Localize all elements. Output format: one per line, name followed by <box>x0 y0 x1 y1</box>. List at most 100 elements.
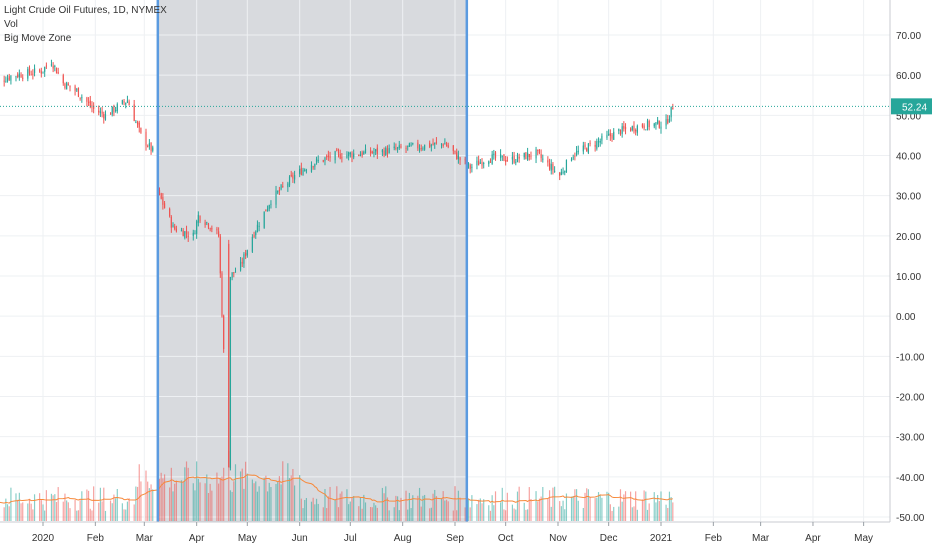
volume-bar[interactable] <box>349 501 351 521</box>
volume-bar[interactable] <box>89 508 91 521</box>
candle[interactable] <box>150 142 152 152</box>
candle[interactable] <box>494 152 497 158</box>
volume-bar[interactable] <box>597 492 600 521</box>
candle[interactable] <box>216 228 218 231</box>
candle[interactable] <box>17 74 19 77</box>
volume-bar[interactable] <box>530 498 532 521</box>
volume-bar[interactable] <box>618 506 620 521</box>
volume-bar[interactable] <box>185 461 188 521</box>
volume-bar[interactable] <box>103 487 105 521</box>
volume-bar[interactable] <box>265 475 267 521</box>
volume-bar[interactable] <box>564 509 566 521</box>
volume-bar[interactable] <box>288 478 291 521</box>
candle[interactable] <box>162 197 164 205</box>
candle[interactable] <box>385 147 387 156</box>
candle[interactable] <box>192 232 194 236</box>
volume-bar[interactable] <box>483 499 485 521</box>
candle[interactable] <box>135 121 137 123</box>
volume-bar[interactable] <box>20 503 22 521</box>
candle[interactable] <box>527 152 529 161</box>
volume-bar[interactable] <box>348 504 350 521</box>
volume-bar[interactable] <box>275 483 277 521</box>
volume-bar[interactable] <box>339 493 341 521</box>
volume-bar[interactable] <box>55 502 58 521</box>
candle[interactable] <box>435 141 438 143</box>
candle[interactable] <box>548 162 551 170</box>
volume-bar[interactable] <box>648 503 650 521</box>
candle[interactable] <box>483 163 485 165</box>
candle[interactable] <box>263 211 265 228</box>
candle[interactable] <box>314 163 316 167</box>
candle[interactable] <box>40 71 42 74</box>
volume-bar[interactable] <box>381 487 383 521</box>
volume-bar[interactable] <box>624 491 627 521</box>
volume-bar[interactable] <box>668 491 671 521</box>
volume-bar[interactable] <box>619 489 622 521</box>
volume-bar[interactable] <box>641 499 644 521</box>
candle[interactable] <box>371 151 373 153</box>
volume-bar[interactable] <box>621 501 623 521</box>
candle[interactable] <box>91 105 93 108</box>
candle[interactable] <box>667 119 669 124</box>
candle[interactable] <box>624 127 627 130</box>
volume-bar[interactable] <box>81 491 83 521</box>
candle[interactable] <box>312 166 314 168</box>
volume-bar[interactable] <box>234 464 237 521</box>
volume-bar[interactable] <box>187 467 189 521</box>
candle[interactable] <box>596 141 598 149</box>
candle[interactable] <box>326 156 328 158</box>
candle[interactable] <box>440 143 443 145</box>
volume-bar[interactable] <box>109 500 112 521</box>
volume-bar[interactable] <box>505 510 507 521</box>
volume-bar[interactable] <box>282 461 284 521</box>
volume-bar[interactable] <box>17 499 19 521</box>
volume-bar[interactable] <box>511 504 514 521</box>
candle[interactable] <box>136 121 139 125</box>
candle[interactable] <box>349 152 351 155</box>
volume-bar[interactable] <box>395 495 397 521</box>
candle[interactable] <box>6 78 9 82</box>
candle[interactable] <box>601 135 603 141</box>
candle[interactable] <box>630 128 632 132</box>
candle[interactable] <box>646 120 649 130</box>
candle[interactable] <box>503 154 505 162</box>
volume-bar[interactable] <box>27 503 29 521</box>
volume-bar[interactable] <box>444 500 446 521</box>
volume-bar[interactable] <box>111 503 113 521</box>
volume-bar[interactable] <box>169 487 171 521</box>
candle[interactable] <box>434 142 436 145</box>
candle[interactable] <box>194 233 196 235</box>
candle[interactable] <box>633 125 635 132</box>
candle[interactable] <box>363 151 365 155</box>
candle[interactable] <box>50 64 53 66</box>
volume-bar[interactable] <box>445 499 448 521</box>
volume-bar[interactable] <box>115 498 117 521</box>
candle[interactable] <box>645 129 647 131</box>
volume-bar[interactable] <box>376 507 378 521</box>
volume-bar[interactable] <box>6 504 9 521</box>
candle[interactable] <box>57 72 59 74</box>
volume-bar[interactable] <box>373 502 375 521</box>
volume-bar[interactable] <box>180 480 183 521</box>
candle[interactable] <box>408 143 411 147</box>
volume-bar[interactable] <box>665 504 667 521</box>
candle[interactable] <box>587 143 589 153</box>
volume-bar[interactable] <box>464 507 466 521</box>
candle[interactable] <box>42 71 44 73</box>
candle[interactable] <box>128 101 130 106</box>
candle[interactable] <box>22 77 24 79</box>
volume-bar[interactable] <box>547 498 549 521</box>
volume-bar[interactable] <box>123 509 125 521</box>
candle[interactable] <box>407 145 409 147</box>
candle[interactable] <box>44 67 46 72</box>
candle[interactable] <box>199 215 201 222</box>
candle[interactable] <box>121 100 123 104</box>
candle[interactable] <box>278 189 280 192</box>
candle[interactable] <box>329 155 331 159</box>
volume-bar[interactable] <box>326 508 328 521</box>
candle[interactable] <box>69 85 71 88</box>
candle[interactable] <box>648 121 650 128</box>
candle[interactable] <box>270 203 272 205</box>
candle[interactable] <box>52 65 54 69</box>
volume-bar[interactable] <box>589 497 591 521</box>
